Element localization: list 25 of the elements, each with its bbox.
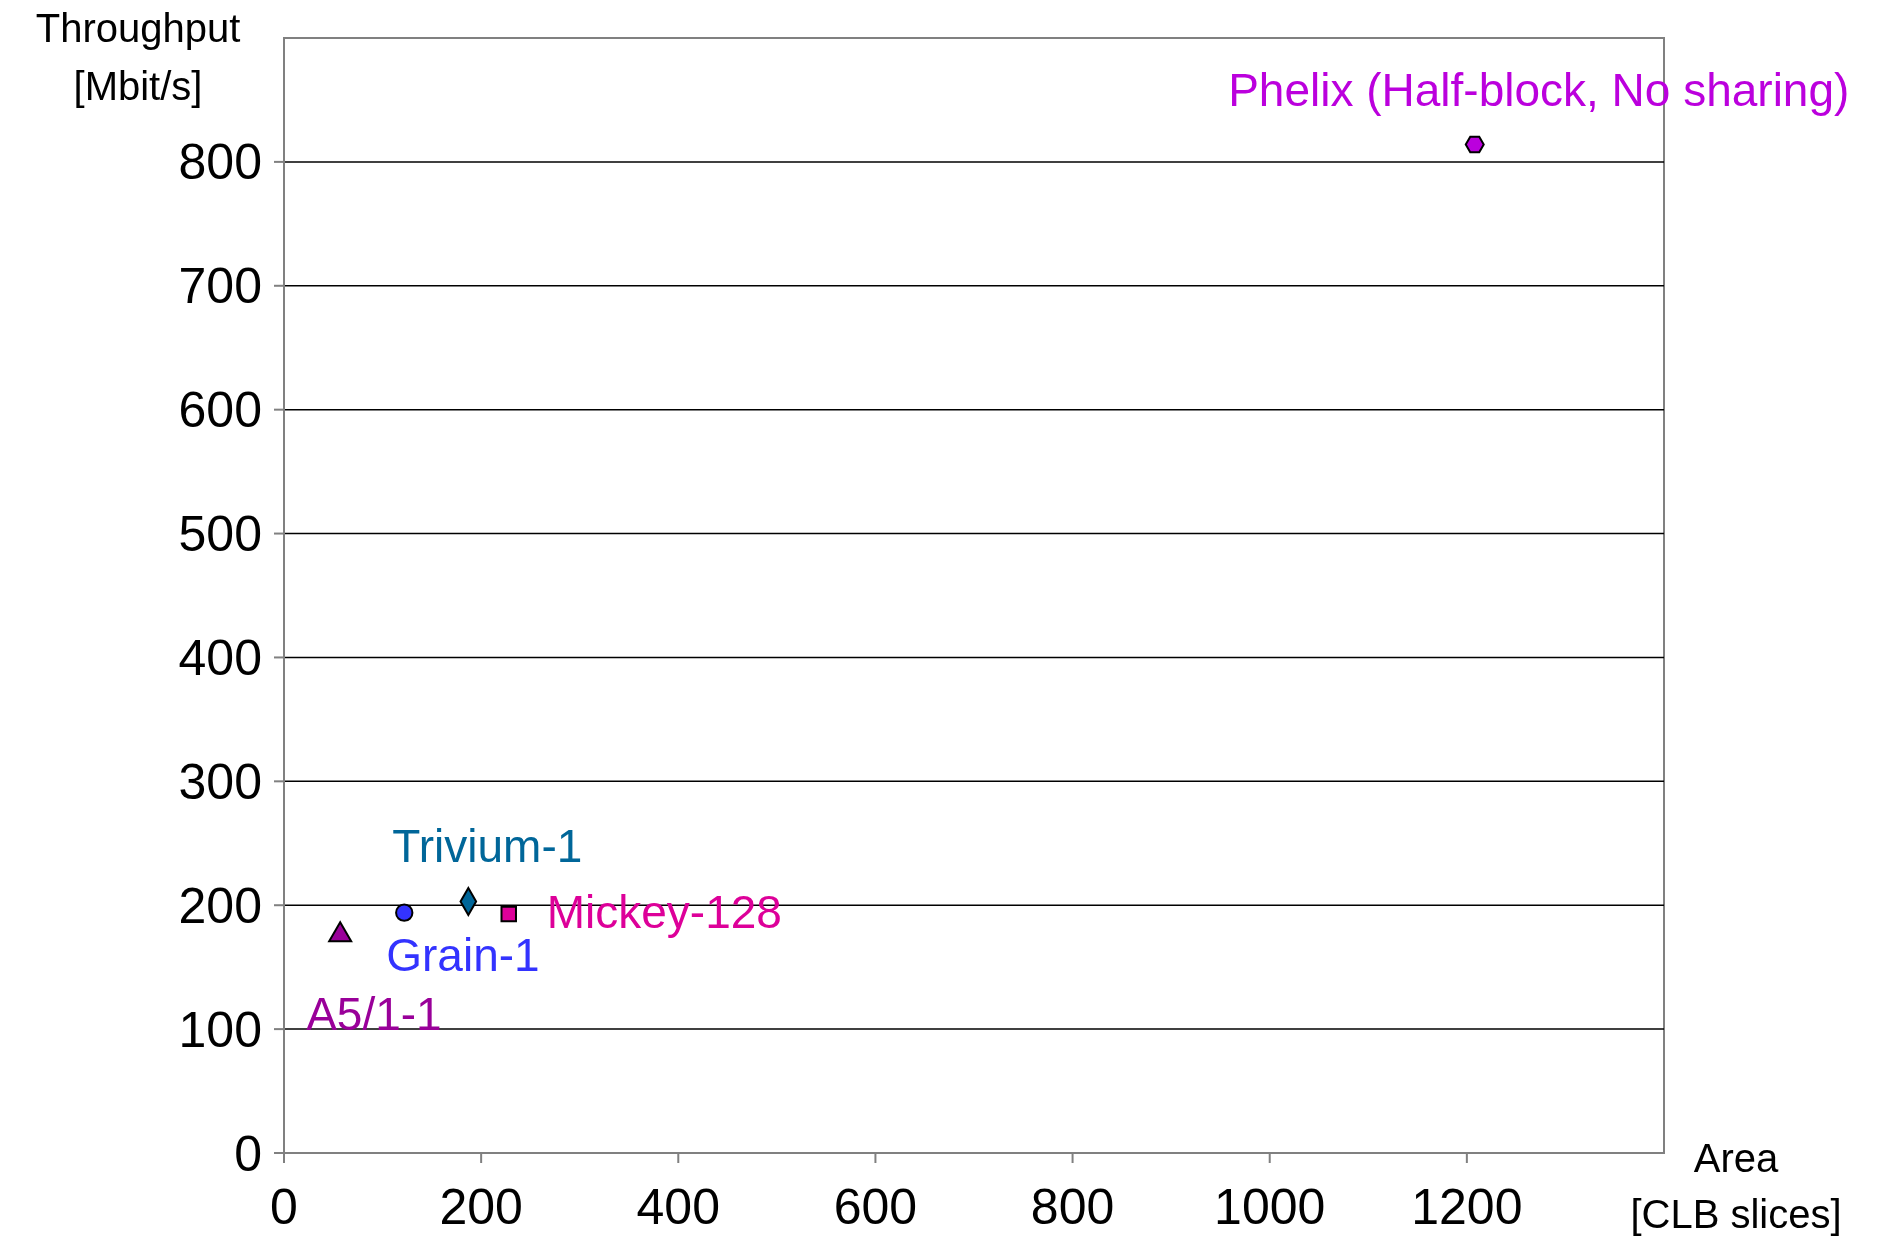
y-axis-title: Throughput [Mbit/s] bbox=[35, 6, 241, 108]
point bbox=[1464, 135, 1485, 154]
x-tick-label: 1200 bbox=[1411, 1179, 1523, 1235]
x-axis-title: Area [CLB slices] bbox=[1630, 1136, 1842, 1236]
y-tick-label: 200 bbox=[178, 877, 262, 934]
x-tick-label: 0 bbox=[270, 1179, 298, 1235]
x-tick-label: 800 bbox=[1030, 1179, 1115, 1235]
x-tick-label: 400 bbox=[636, 1179, 720, 1235]
series-label: Grain-1 bbox=[386, 928, 540, 981]
series-label: A5/1-1 bbox=[306, 987, 442, 1040]
y-tick-label: 400 bbox=[178, 629, 262, 686]
y-tick-label: 100 bbox=[178, 1001, 262, 1058]
point bbox=[395, 903, 414, 922]
y-tick-label: 300 bbox=[178, 753, 262, 810]
y-tick-label: 0 bbox=[234, 1125, 262, 1182]
y-tick-label: 600 bbox=[178, 382, 262, 439]
x-tick-label: 600 bbox=[833, 1179, 918, 1235]
y-tick-label: 800 bbox=[178, 134, 262, 191]
y-tick-label: 500 bbox=[178, 506, 262, 563]
x-tick-label: 1000 bbox=[1214, 1179, 1326, 1235]
series-label: Phelix (Half-block, No sharing) bbox=[1228, 63, 1850, 116]
x-tick-label: 200 bbox=[439, 1179, 523, 1235]
series-label: Trivium-1 bbox=[392, 819, 583, 872]
point bbox=[500, 905, 517, 923]
y-tick-label: 700 bbox=[178, 258, 262, 315]
